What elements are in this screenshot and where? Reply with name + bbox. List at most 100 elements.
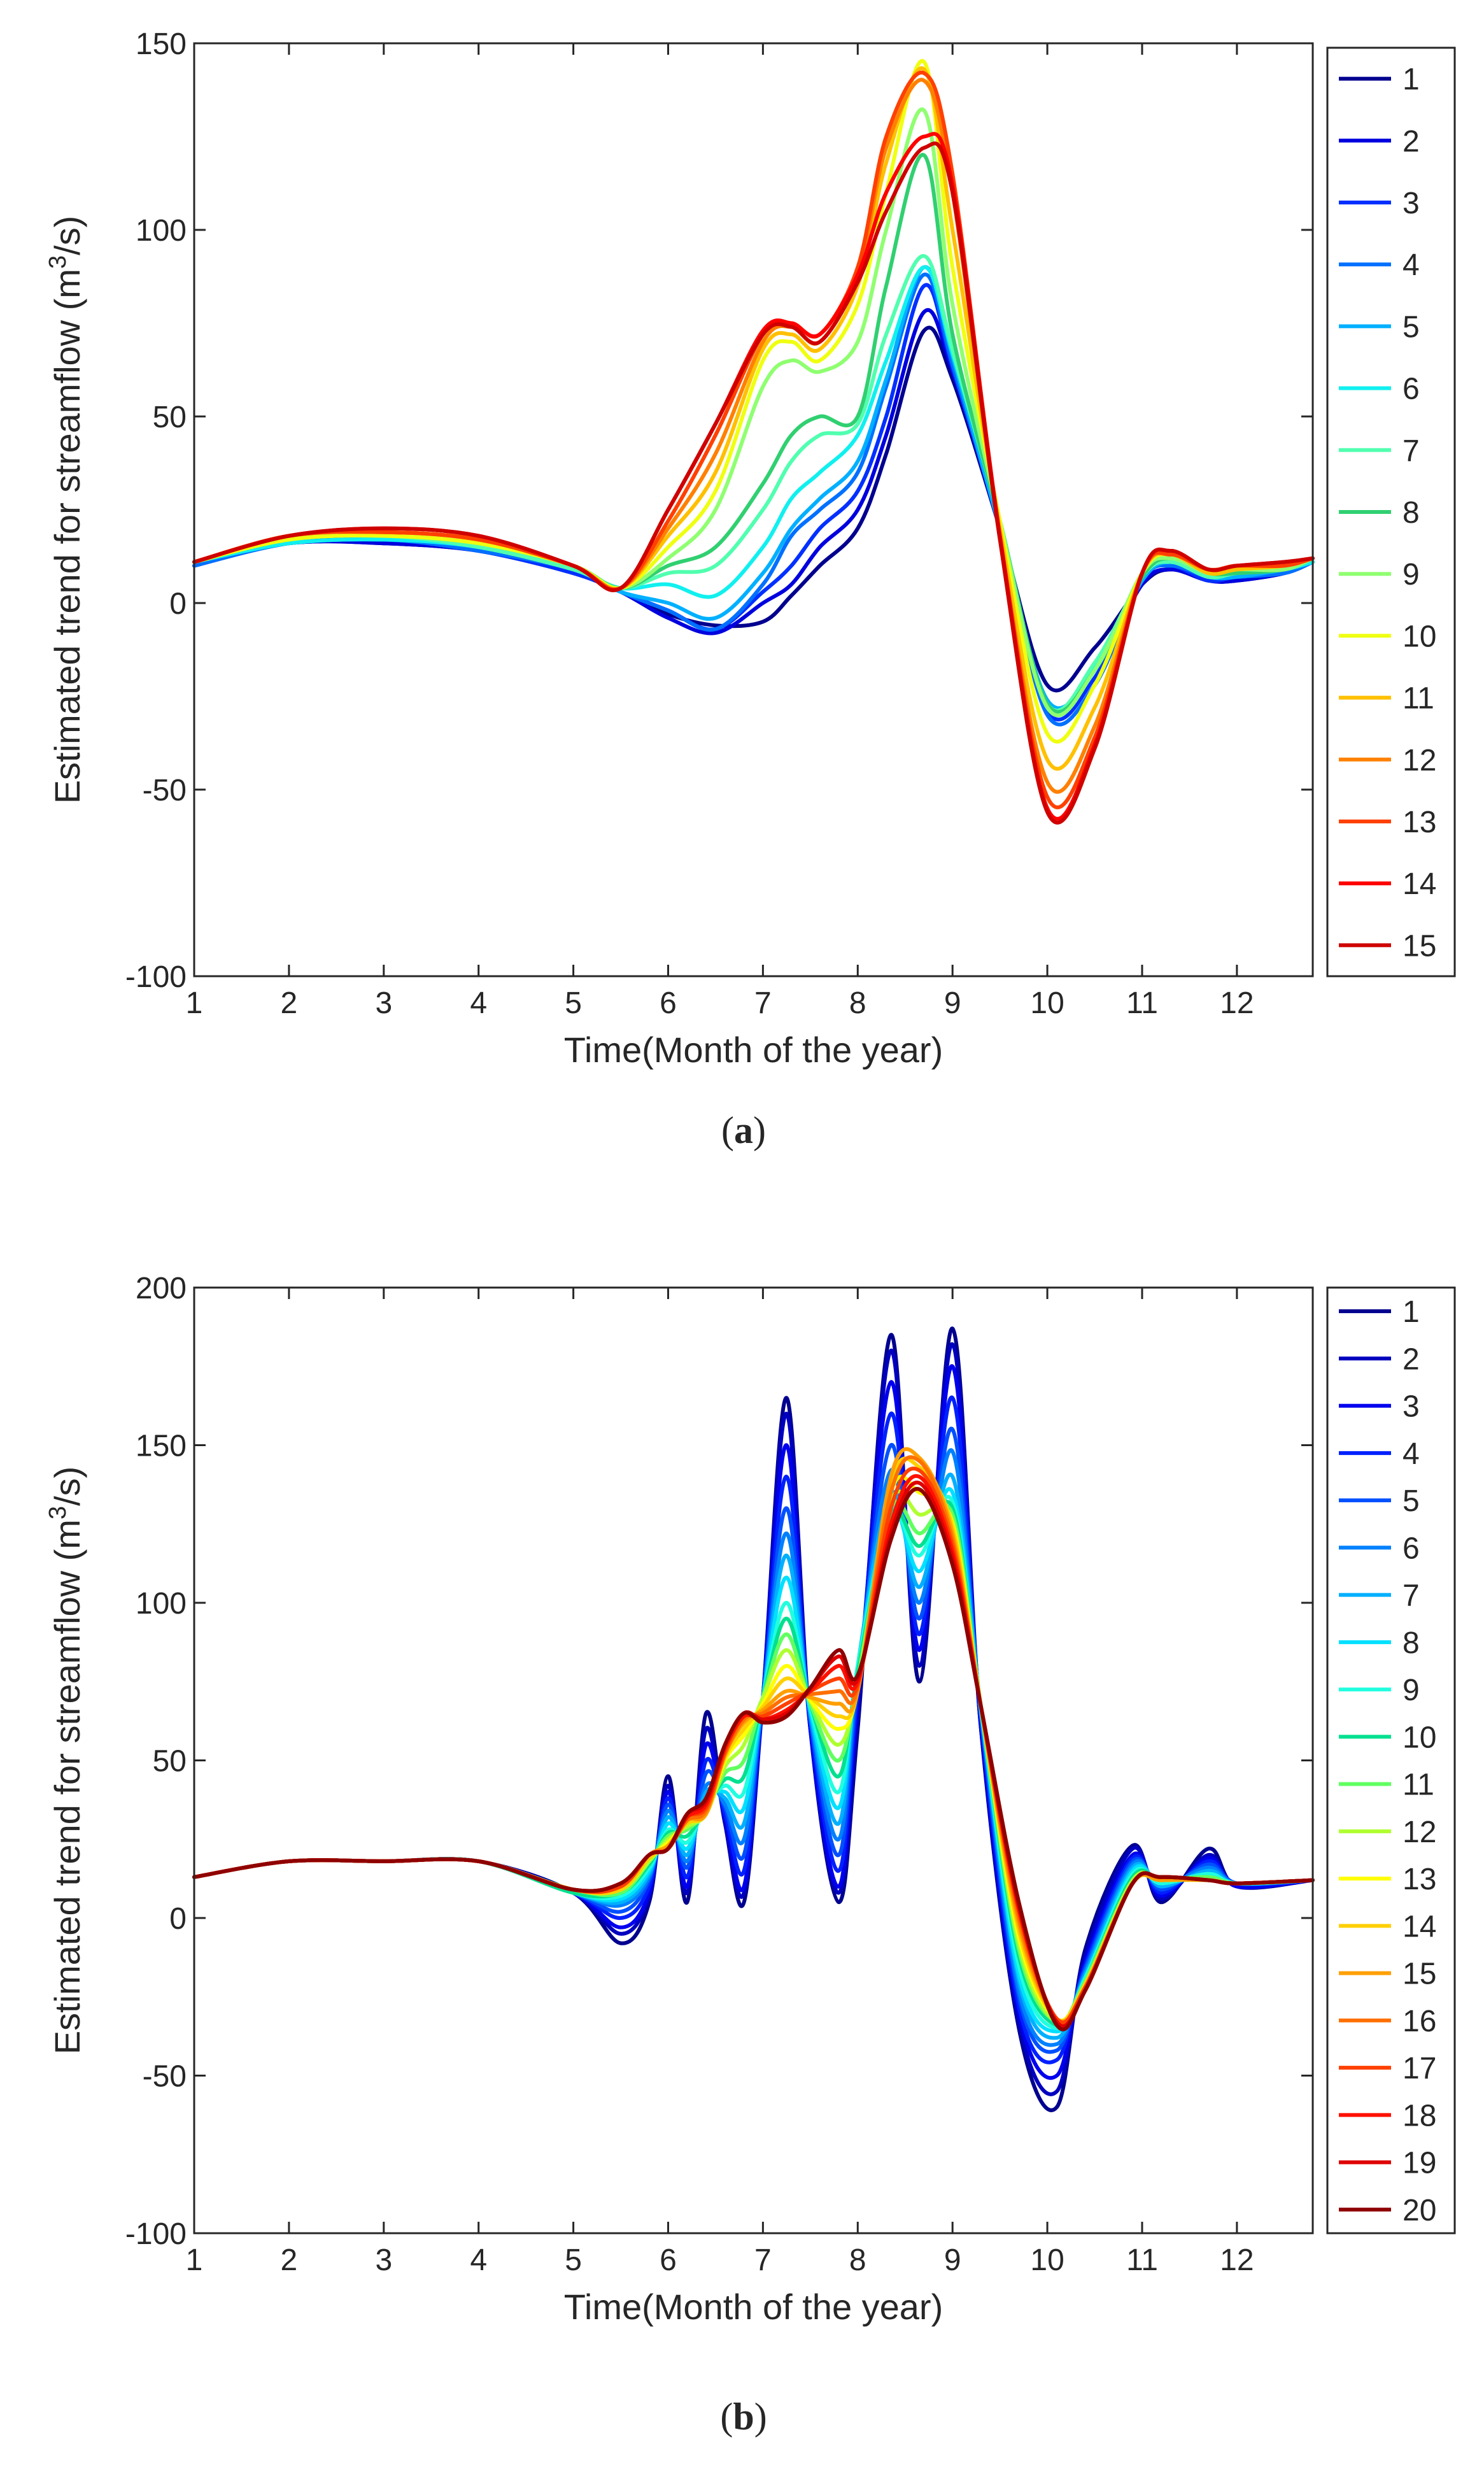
x-tick-label: 8 xyxy=(849,986,866,1020)
y-axis-label-sup: 3 xyxy=(45,255,71,269)
legend-label-11: 11 xyxy=(1403,682,1434,716)
x-tick-label: 2 xyxy=(281,986,298,1020)
legend-label-18: 18 xyxy=(1403,2099,1436,2133)
x-tick-label: 6 xyxy=(660,986,677,1020)
series-group xyxy=(192,59,1315,825)
series-line-20 xyxy=(192,1487,1315,2031)
legend-label-11: 11 xyxy=(1403,1768,1434,1802)
legend-label-8: 8 xyxy=(1403,496,1420,530)
y-tick-label: -50 xyxy=(143,2060,187,2094)
y-tick-label: 100 xyxy=(136,1587,187,1621)
legend-label-5: 5 xyxy=(1403,310,1420,344)
legend-label-12: 12 xyxy=(1403,1815,1436,1849)
legend-label-4: 4 xyxy=(1403,248,1420,282)
y-tick-label: 50 xyxy=(153,1745,187,1779)
x-tick-label: 11 xyxy=(1126,986,1158,1020)
panel-caption-letter: b xyxy=(733,2396,754,2438)
legend-label-8: 8 xyxy=(1403,1626,1420,1660)
legend-label-17: 17 xyxy=(1403,2052,1436,2085)
x-tick-label: 5 xyxy=(565,986,582,1020)
x-tick-label: 9 xyxy=(944,2243,961,2277)
series-line-5 xyxy=(192,1426,1315,2054)
panel-caption-open: ( xyxy=(721,1109,734,1151)
x-tick-label: 2 xyxy=(281,2243,298,2277)
legend-label-4: 4 xyxy=(1403,1437,1420,1471)
x-tick-label: 12 xyxy=(1220,986,1254,1020)
legend-label-3: 3 xyxy=(1403,1390,1420,1424)
x-tick-label: 1 xyxy=(186,2243,203,2277)
legend-label-2: 2 xyxy=(1403,125,1420,159)
legend-label-7: 7 xyxy=(1403,1579,1420,1613)
legend-label-15: 15 xyxy=(1403,929,1436,963)
y-axis-label-sup: 3 xyxy=(45,1506,71,1519)
legend-label-5: 5 xyxy=(1403,1484,1420,1518)
legend-label-2: 2 xyxy=(1403,1342,1420,1376)
legend-label-19: 19 xyxy=(1403,2147,1436,2180)
series-line-4 xyxy=(192,1395,1315,2064)
y-axis-label-tail: /s) xyxy=(47,216,87,255)
panel-caption: (b) xyxy=(720,2396,767,2438)
panel-b: 1 2 3 4 5 6 7 8 9 10 11 12-100-50050100150200Time(M… xyxy=(45,1272,1456,2438)
y-tick-label: 150 xyxy=(136,27,187,61)
legend-label-6: 6 xyxy=(1403,373,1420,406)
panel-a: 1 2 3 4 5 6 7 8 9 10 11 12-100-50050100150Time(Mont… xyxy=(45,27,1456,1151)
panel-caption-close: ) xyxy=(753,1109,766,1151)
x-tick-label: 9 xyxy=(944,986,961,1020)
panel-caption-open: ( xyxy=(720,2396,733,2438)
y-axis-label-main: Estimated trend for streamflow (m xyxy=(47,269,87,804)
y-tick-label: 0 xyxy=(169,1902,187,1936)
panel-caption-close: ) xyxy=(754,2396,767,2438)
plot-area xyxy=(194,43,1313,976)
y-tick-label: -100 xyxy=(125,960,187,994)
axes-box xyxy=(193,42,1314,977)
y-axis-label: Estimated trend for streamflow (m3/s) xyxy=(45,1467,87,2055)
y-tick-label: 50 xyxy=(153,401,187,434)
x-axis-label: Time(Month of the year) xyxy=(564,2287,943,2327)
y-tick-label: 200 xyxy=(136,1272,187,1305)
x-tick-label: 6 xyxy=(660,2243,677,2277)
x-tick-label: 7 xyxy=(754,986,772,1020)
x-tick-label: 8 xyxy=(849,2243,866,2277)
legend-label-12: 12 xyxy=(1403,744,1436,778)
y-axis-label-main: Estimated trend for streamflow (m xyxy=(47,1519,87,2054)
x-tick-label: 1 xyxy=(186,986,203,1020)
legend-label-20: 20 xyxy=(1403,2194,1436,2227)
x-tick-label: 7 xyxy=(754,2243,772,2277)
x-tick-label: 3 xyxy=(375,986,392,1020)
panel-caption: (a) xyxy=(721,1109,766,1151)
panel-caption-letter: a xyxy=(734,1109,753,1151)
x-tick-label: 4 xyxy=(470,986,487,1020)
y-tick-label: 0 xyxy=(169,587,187,621)
x-tick-label: 5 xyxy=(565,2243,582,2277)
y-tick-label: 150 xyxy=(136,1430,187,1463)
legend-label-14: 14 xyxy=(1403,1910,1436,1943)
y-axis-label: Estimated trend for streamflow (m3/s) xyxy=(45,216,87,804)
legend-label-1: 1 xyxy=(1403,63,1420,97)
x-tick-label: 10 xyxy=(1030,986,1064,1020)
x-tick-label: 11 xyxy=(1126,2243,1158,2277)
legend-label-13: 13 xyxy=(1403,1863,1436,1896)
y-axis-label-tail: /s) xyxy=(47,1467,87,1506)
series-line-15 xyxy=(192,141,1315,825)
x-axis-label: Time(Month of the year) xyxy=(564,1030,943,1070)
legend-label-3: 3 xyxy=(1403,187,1420,220)
series-line-3 xyxy=(192,1364,1315,2080)
x-tick-label: 10 xyxy=(1030,2243,1064,2277)
x-tick-label: 4 xyxy=(470,2243,487,2277)
y-tick-label: 100 xyxy=(136,214,187,248)
legend-label-9: 9 xyxy=(1403,1673,1420,1707)
y-tick-label: -50 xyxy=(143,774,187,807)
legend-label-16: 16 xyxy=(1403,2005,1436,2038)
y-tick-label: -100 xyxy=(125,2217,187,2251)
legend-label-10: 10 xyxy=(1403,1721,1436,1754)
legend-label-13: 13 xyxy=(1403,806,1436,839)
series-group xyxy=(192,1326,1315,2112)
legend-label-6: 6 xyxy=(1403,1531,1420,1565)
legend-box xyxy=(1326,1286,1456,2234)
legend-label-15: 15 xyxy=(1403,1957,1436,1991)
legend-label-1: 1 xyxy=(1403,1295,1420,1329)
legend-label-10: 10 xyxy=(1403,620,1436,653)
x-tick-label: 3 xyxy=(375,2243,392,2277)
legend-label-14: 14 xyxy=(1403,867,1436,901)
